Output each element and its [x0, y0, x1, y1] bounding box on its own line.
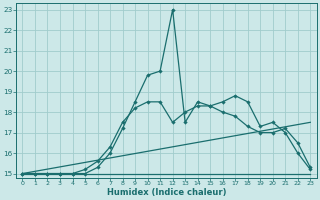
X-axis label: Humidex (Indice chaleur): Humidex (Indice chaleur) [107, 188, 226, 197]
